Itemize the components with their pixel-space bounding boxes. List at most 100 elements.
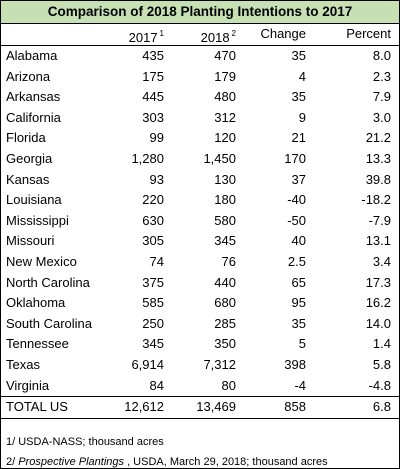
row-label: North Carolina bbox=[6, 274, 90, 290]
row-label: Florida bbox=[6, 130, 46, 146]
cell-value: 250 bbox=[142, 315, 164, 331]
row-label: Tennessee bbox=[6, 336, 69, 352]
cell-value: -4 bbox=[294, 377, 306, 393]
cell-value: 130 bbox=[214, 171, 236, 187]
cell-value: 858 bbox=[284, 399, 306, 415]
cell-value: 35 bbox=[291, 48, 306, 63]
cell-value: 6.8 bbox=[372, 399, 391, 415]
header-label: 2018 bbox=[200, 30, 230, 45]
cell-value: 3.4 bbox=[372, 254, 391, 269]
column-header: Change bbox=[236, 24, 306, 44]
footnote-text: 1/ USDA-NASS; thousand acres bbox=[6, 436, 164, 449]
cell-value: 680 bbox=[214, 295, 236, 311]
cell-value: 435 bbox=[142, 48, 164, 63]
table-title: Comparison of 2018 Planting Intentions t… bbox=[1, 1, 399, 24]
cell-value: 375 bbox=[142, 274, 164, 290]
cell-value: 13,469 bbox=[196, 399, 236, 415]
cell-value: 480 bbox=[214, 89, 236, 105]
cell-value: 84 bbox=[149, 377, 164, 393]
cell-value: -40 bbox=[287, 192, 306, 208]
header-footnote-ref: 1 bbox=[159, 29, 164, 38]
cell-value: 35 bbox=[291, 315, 306, 331]
cell-value: 13.3 bbox=[365, 151, 391, 166]
cell-value: 585 bbox=[142, 295, 164, 311]
cell-value: 21.2 bbox=[365, 130, 391, 146]
cell-value: 630 bbox=[142, 212, 164, 228]
cell-value: 17.3 bbox=[365, 274, 391, 290]
cell-value: 40 bbox=[291, 233, 306, 249]
cell-value: 76 bbox=[221, 254, 236, 269]
divider bbox=[1, 396, 399, 398]
divider bbox=[1, 418, 399, 420]
footnote-text: , USDA, March 29, 2018; thousand acres bbox=[124, 456, 328, 469]
cell-value: -50 bbox=[287, 212, 306, 228]
cell-value: 7.9 bbox=[372, 89, 391, 105]
cell-value: 345 bbox=[142, 336, 164, 352]
cell-value: 180 bbox=[214, 192, 236, 208]
column-header: 2018 2 bbox=[166, 24, 236, 45]
cell-value: 4 bbox=[298, 68, 306, 84]
cell-value: 13.1 bbox=[365, 233, 391, 249]
cell-value: 1.4 bbox=[372, 336, 391, 352]
cell-value: 5.8 bbox=[372, 357, 391, 372]
header-label: Change bbox=[260, 26, 306, 41]
cell-value: 21 bbox=[291, 130, 306, 146]
cell-value: 440 bbox=[214, 274, 236, 290]
footnote-text: Prospective Plantings bbox=[18, 456, 125, 469]
row-label: Virginia bbox=[6, 377, 50, 393]
cell-value: 16.2 bbox=[365, 295, 391, 311]
row-label: Alabama bbox=[6, 48, 58, 63]
cell-value: 2.3 bbox=[372, 68, 391, 84]
cell-value: -18.2 bbox=[361, 192, 391, 208]
cell-value: 303 bbox=[142, 109, 164, 125]
cell-value: -4.8 bbox=[368, 377, 391, 393]
cell-value: 285 bbox=[214, 315, 236, 331]
footnote: 2/ Prospective Plantings , USDA, March 2… bbox=[6, 456, 328, 468]
cell-value: 305 bbox=[142, 233, 164, 249]
cell-value: 470 bbox=[214, 48, 236, 63]
cell-value: 35 bbox=[291, 89, 306, 105]
footnote: 1/ USDA-NASS; thousand acres bbox=[6, 436, 164, 448]
cell-value: 170 bbox=[284, 151, 306, 166]
cell-value: 12,612 bbox=[124, 399, 164, 415]
header-label: Percent bbox=[346, 26, 391, 41]
cell-value: 220 bbox=[142, 192, 164, 208]
cell-value: 5 bbox=[298, 336, 306, 352]
row-label: Kansas bbox=[6, 171, 50, 187]
cell-value: 74 bbox=[149, 254, 164, 269]
cell-value: 93 bbox=[149, 171, 164, 187]
row-label: Mississippi bbox=[6, 212, 69, 228]
cell-value: 14.0 bbox=[365, 315, 391, 331]
cell-value: 95 bbox=[291, 295, 306, 311]
footnote-text: 2/ bbox=[6, 456, 19, 469]
cell-value: 6,914 bbox=[131, 357, 164, 372]
cell-value: 80 bbox=[221, 377, 236, 393]
cell-value: 3.0 bbox=[372, 109, 391, 125]
row-label: Texas bbox=[6, 357, 40, 372]
cell-value: 175 bbox=[142, 68, 164, 84]
cell-value: 580 bbox=[214, 212, 236, 228]
cell-value: 350 bbox=[214, 336, 236, 352]
cell-value: 312 bbox=[214, 109, 236, 125]
column-header: Percent bbox=[321, 24, 391, 44]
row-label: Oklahoma bbox=[6, 295, 66, 311]
divider bbox=[1, 45, 399, 46]
cell-value: 179 bbox=[214, 68, 236, 84]
cell-value: 39.8 bbox=[365, 171, 391, 187]
cell-value: 2.5 bbox=[287, 254, 306, 269]
cell-value: 1,450 bbox=[203, 151, 236, 166]
cell-value: -7.9 bbox=[368, 212, 391, 228]
cell-value: 9 bbox=[298, 109, 306, 125]
cell-value: 37 bbox=[291, 171, 306, 187]
cell-value: 7,312 bbox=[203, 357, 236, 372]
row-label: Arkansas bbox=[6, 89, 61, 105]
row-label: Missouri bbox=[6, 233, 55, 249]
cell-value: 120 bbox=[214, 130, 236, 146]
row-label: Arizona bbox=[6, 68, 51, 84]
cell-value: 345 bbox=[214, 233, 236, 249]
cell-value: 65 bbox=[291, 274, 306, 290]
row-label: South Carolina bbox=[6, 315, 92, 331]
row-label: Georgia bbox=[6, 151, 53, 166]
row-label: New Mexico bbox=[6, 254, 77, 269]
